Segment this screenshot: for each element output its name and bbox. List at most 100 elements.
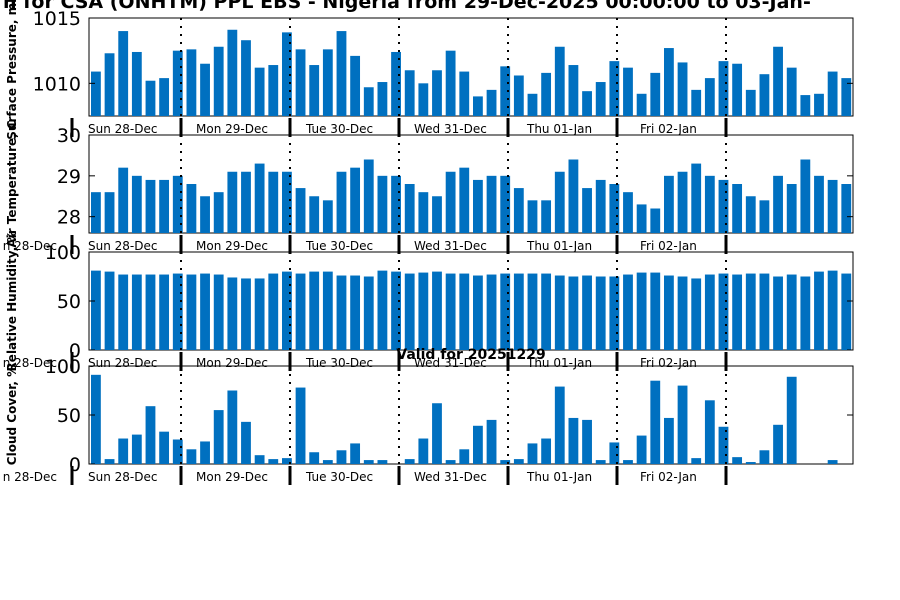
- bar: [131, 175, 142, 233]
- bar: [541, 273, 552, 350]
- bar: [732, 63, 743, 116]
- bar: [554, 46, 565, 116]
- bar: [227, 171, 238, 233]
- bar: [200, 441, 210, 464]
- bar: [404, 459, 415, 464]
- bar: [418, 272, 429, 350]
- bar: [268, 171, 279, 233]
- bar: [186, 449, 197, 464]
- bar: [377, 270, 388, 350]
- bar: [241, 171, 251, 233]
- day-label: Sun 28-Dec: [88, 239, 157, 253]
- bar: [568, 417, 579, 464]
- bar: [773, 424, 783, 464]
- bar: [827, 179, 838, 233]
- bar: [145, 274, 156, 350]
- y-axis-label: Surface Pressure, mb: [5, 0, 19, 140]
- bar: [582, 419, 592, 464]
- bar: [786, 274, 797, 350]
- bar: [459, 167, 470, 233]
- plot-frame: [88, 17, 854, 117]
- bar: [500, 66, 511, 116]
- bar: [568, 159, 579, 233]
- bar: [309, 271, 320, 350]
- bar: [336, 275, 347, 350]
- bar: [432, 271, 442, 350]
- bar: [623, 460, 633, 464]
- day-label: Fri 02-Jan: [640, 470, 697, 484]
- day-label: Mon 29-Dec: [196, 239, 268, 253]
- bar: [350, 443, 361, 464]
- bar: [377, 175, 388, 233]
- bar: [241, 40, 251, 116]
- bar: [527, 200, 538, 233]
- bar: [677, 385, 688, 464]
- day-label: Fri 02-Jan: [640, 122, 697, 136]
- bar: [786, 376, 797, 464]
- bar: [800, 95, 811, 116]
- bar: [336, 450, 347, 464]
- bar: [268, 459, 279, 464]
- bar: [554, 275, 565, 350]
- bar: [773, 175, 783, 233]
- bar: [541, 200, 552, 233]
- bar: [118, 167, 129, 233]
- bar: [677, 276, 688, 350]
- bar: [282, 32, 292, 117]
- bar: [131, 274, 142, 350]
- bar: [282, 171, 292, 233]
- bar: [432, 70, 442, 116]
- bar: [363, 159, 374, 233]
- bar: [118, 31, 129, 116]
- bar: [650, 208, 661, 233]
- bar: [718, 426, 729, 464]
- bar: [759, 273, 770, 350]
- bar: [623, 274, 633, 350]
- bar: [664, 275, 674, 350]
- bar: [254, 278, 265, 350]
- bar: [172, 50, 183, 116]
- bar: [418, 83, 429, 116]
- bar: [363, 460, 374, 464]
- bar: [172, 175, 183, 233]
- day-label: Tue 30-Dec: [305, 356, 373, 370]
- bar: [473, 275, 483, 350]
- bar: [704, 400, 715, 464]
- bar: [691, 163, 702, 233]
- bar: [595, 276, 606, 350]
- bar: [227, 390, 238, 464]
- bar: [459, 71, 470, 116]
- bar: [609, 442, 620, 464]
- bar: [186, 184, 197, 233]
- bar: [473, 425, 483, 464]
- y-tick-label: 1010: [33, 73, 81, 95]
- bar: [377, 82, 388, 116]
- y-tick-label: 50: [57, 291, 81, 313]
- bar: [582, 188, 592, 233]
- bar: [609, 276, 620, 350]
- bar: [800, 276, 811, 350]
- day-label: Sun 28-Dec: [88, 122, 157, 136]
- bar: [636, 272, 647, 350]
- bar: [241, 421, 251, 464]
- day-label-cut: n 28-Dec: [3, 470, 57, 484]
- bar: [800, 159, 811, 233]
- bar: [718, 273, 729, 350]
- bar: [732, 457, 743, 464]
- bar: [704, 175, 715, 233]
- bar: [691, 89, 702, 116]
- day-label: Wed 31-Dec: [414, 122, 487, 136]
- bar: [432, 403, 442, 464]
- y-tick-label: 50: [57, 405, 81, 427]
- bar: [377, 460, 388, 464]
- bar: [118, 274, 129, 350]
- bar: [104, 271, 115, 350]
- bar: [486, 419, 497, 464]
- bar: [145, 80, 156, 116]
- bar: [91, 192, 101, 233]
- panel-2: 28 29 30 Air Temperature, C Sun 28-Dec Mon 29…: [3, 120, 854, 254]
- bar: [350, 275, 361, 350]
- bar: [814, 93, 824, 116]
- bar: [213, 410, 224, 464]
